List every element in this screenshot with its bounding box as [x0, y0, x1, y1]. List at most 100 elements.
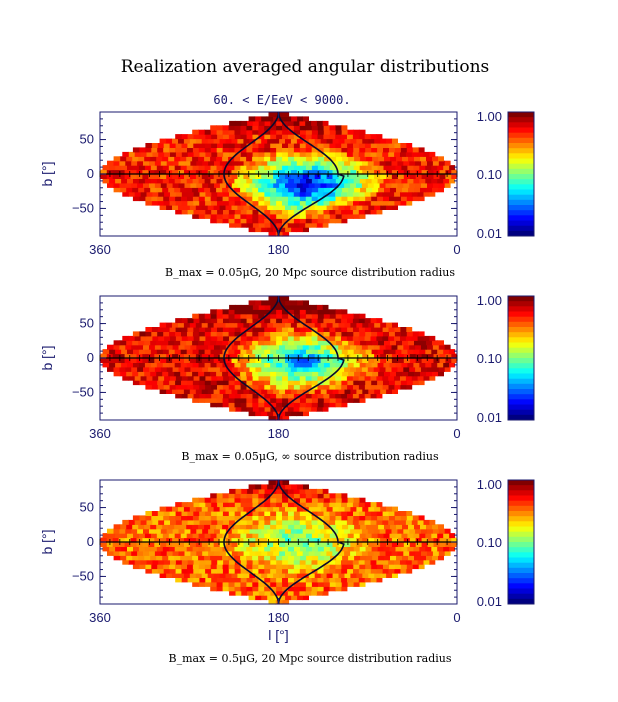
heatmap-cell	[145, 568, 152, 574]
heatmap-cell	[390, 528, 398, 534]
colorbar-step	[508, 230, 534, 237]
heatmap-cell	[335, 156, 343, 162]
heatmap-cell	[230, 322, 238, 328]
heatmap-cell	[290, 484, 298, 490]
heatmap-cell	[278, 174, 285, 179]
heatmap-cell	[245, 546, 253, 552]
heatmap-cell	[263, 313, 271, 319]
heatmap-cell	[355, 542, 363, 547]
heatmap-cell	[228, 586, 235, 592]
heatmap-cell	[387, 200, 395, 206]
heatmap-cell	[343, 138, 351, 144]
heatmap-cell	[373, 344, 380, 350]
heatmap-cell	[254, 138, 262, 144]
heatmap-cell	[136, 550, 143, 556]
heatmap-cell	[233, 564, 241, 570]
heatmap-cell	[382, 568, 389, 574]
heatmap-cell	[281, 406, 288, 412]
heatmap-cell	[420, 550, 427, 556]
heatmap-cell	[209, 546, 217, 552]
heatmap-cell	[179, 371, 187, 377]
heatmap-cell	[141, 537, 149, 543]
heatmap-cell	[150, 147, 158, 153]
heatmap-cell	[281, 165, 289, 171]
heatmap-cell	[225, 174, 232, 179]
heatmap-cell	[329, 380, 336, 386]
heatmap-cell	[102, 546, 110, 552]
heatmap-cell	[287, 335, 294, 341]
heatmap-cell	[172, 528, 179, 534]
heatmap-cell	[174, 362, 181, 368]
heatmap-cell	[128, 559, 135, 565]
heatmap-cell	[430, 165, 438, 171]
heatmap-cell	[328, 577, 336, 583]
heatmap-cell	[293, 406, 300, 412]
heatmap-cell	[246, 577, 253, 583]
heatmap-cell	[207, 542, 214, 547]
heatmap-cell	[257, 524, 265, 530]
heatmap-cell	[236, 322, 244, 328]
heatmap-cell	[210, 559, 218, 565]
heatmap-cell	[365, 349, 372, 355]
heatmap-cell	[284, 138, 291, 144]
heatmap-cell	[245, 581, 253, 587]
heatmap-cell	[236, 353, 244, 359]
heatmap-cell	[379, 550, 386, 556]
heatmap-cell	[112, 160, 120, 166]
heatmap-cell	[340, 493, 348, 499]
heatmap-cell	[269, 196, 277, 202]
heatmap-cell	[287, 515, 294, 521]
heatmap-cell	[143, 524, 151, 530]
heatmap-cell	[370, 331, 378, 337]
heatmap-cell	[352, 502, 359, 508]
heatmap-cell	[400, 380, 407, 386]
heatmap-cell	[340, 125, 348, 131]
heatmap-cell	[293, 143, 300, 148]
heatmap-cell	[213, 344, 220, 350]
heatmap-cell	[141, 353, 149, 359]
heatmap-cell	[137, 371, 145, 377]
heatmap-cell	[364, 380, 372, 386]
heatmap-cell	[124, 174, 131, 179]
colorbar-tick-label: 0.10	[477, 167, 502, 182]
heatmap-cell	[204, 147, 211, 153]
colorbar-step	[508, 490, 534, 496]
heatmap-cell	[166, 160, 173, 166]
heatmap-cell	[260, 353, 268, 359]
heatmap-cell	[361, 550, 368, 556]
heatmap-cell	[254, 366, 262, 372]
heatmap-cell	[189, 205, 196, 210]
heatmap-cell	[124, 169, 131, 175]
heatmap-cell	[251, 327, 259, 332]
heatmap-cell	[183, 550, 191, 556]
heatmap-cell	[393, 200, 401, 206]
heatmap-cell	[293, 120, 300, 126]
heatmap-cell	[358, 134, 365, 140]
heatmap-cell	[387, 559, 395, 565]
heatmap-cell	[305, 125, 312, 131]
heatmap-cell	[175, 384, 182, 390]
heatmap-cell	[293, 546, 300, 552]
heatmap-cell	[122, 151, 129, 157]
heatmap-cell	[305, 375, 312, 381]
heatmap-cell	[364, 209, 371, 215]
heatmap-cell	[293, 555, 301, 561]
heatmap-cell	[408, 344, 416, 350]
heatmap-cell	[186, 533, 193, 539]
heatmap-cell	[341, 524, 349, 530]
heatmap-cell	[377, 524, 384, 530]
heatmap-cell	[254, 573, 262, 578]
heatmap-cell	[168, 515, 176, 521]
heatmap-cell	[418, 564, 425, 570]
heatmap-cell	[331, 528, 339, 534]
heatmap-cell	[275, 559, 283, 565]
colorbar-tick-label: 1.00	[477, 477, 502, 492]
heatmap-cell	[209, 362, 217, 368]
heatmap-cell	[275, 488, 282, 494]
heatmap-cell	[236, 573, 244, 578]
heatmap-cell	[215, 546, 223, 552]
heatmap-cell	[376, 384, 383, 390]
heatmap-cell	[231, 344, 238, 350]
heatmap-cell	[415, 537, 422, 543]
heatmap-cell	[228, 134, 235, 140]
